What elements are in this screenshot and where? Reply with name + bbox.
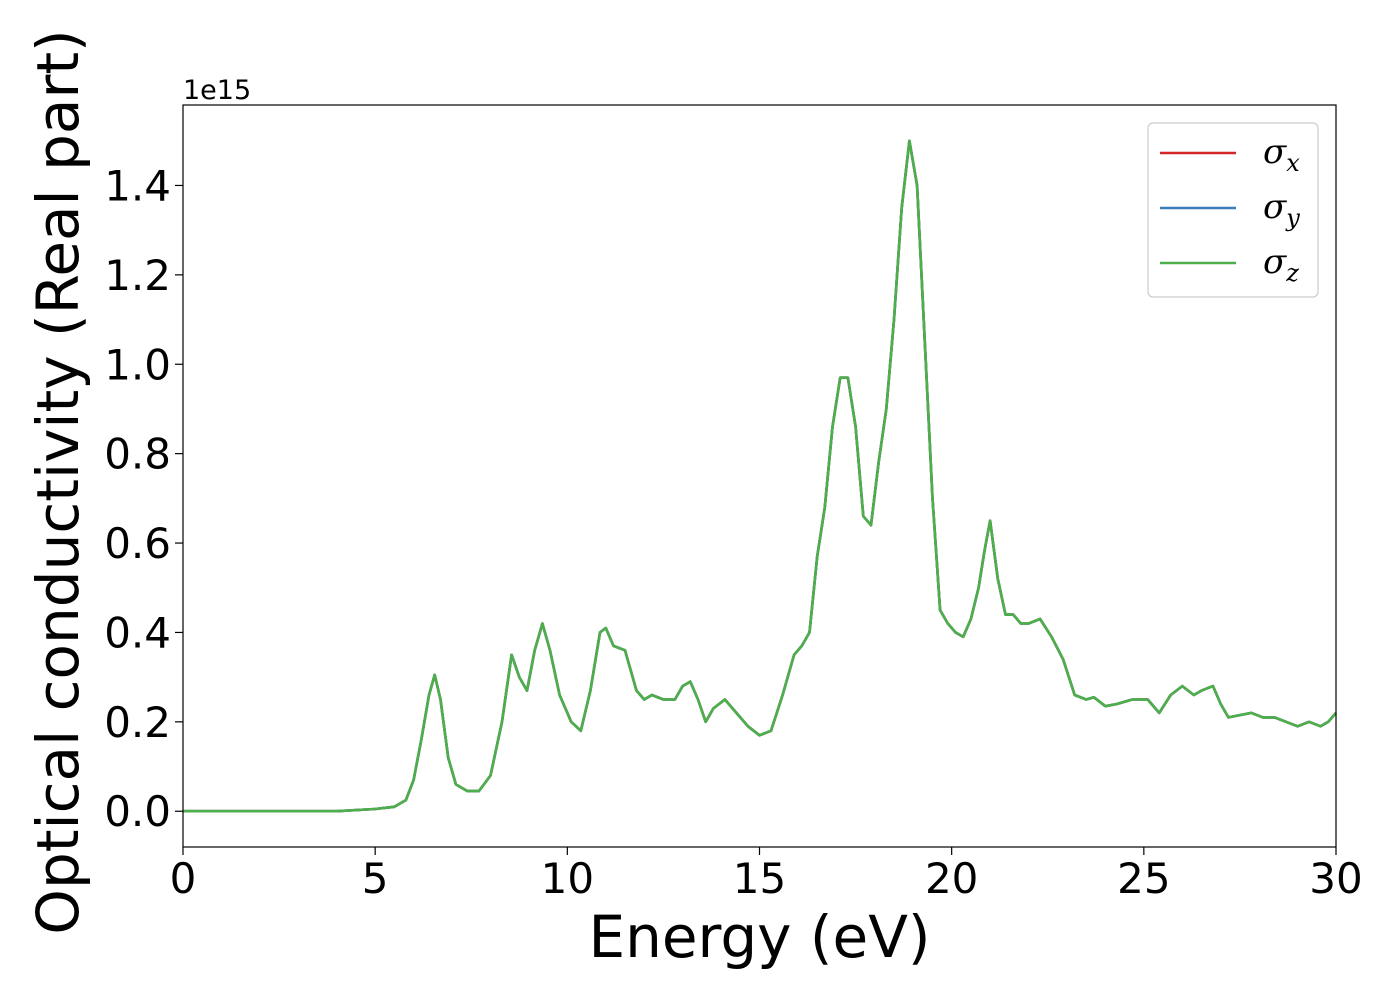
legend-symbol: σ [1263,187,1287,227]
legend-symbol: σ [1263,242,1287,282]
legend-subscript: x [1286,149,1300,177]
x-tick-label: 25 [1117,854,1170,903]
y-tick-label: 1.0 [104,340,171,389]
x-tick-label: 10 [541,854,594,903]
series-layer [183,139,1337,813]
y-offset-label: 1e15 [183,75,251,106]
legend-label: σx [1263,132,1300,177]
y-tick-label: 0.2 [104,698,171,747]
series-line [183,139,1337,813]
x-tick-label: 30 [1309,854,1362,903]
x-tick-label: 20 [925,854,978,903]
y-tick-label: 0.6 [104,519,171,568]
y-tick-label: 0.0 [104,787,171,836]
x-axis-ticks: 0 5 10 15 20 25 30 [170,847,1363,903]
x-tick-label: 15 [733,854,786,903]
legend-subscript: z [1285,259,1299,287]
y-tick-label: 1.4 [104,161,171,210]
legend-subscript: y [1285,204,1300,232]
y-tick-label: 1.2 [104,251,171,300]
y-axis-label: Optical conductivity (Real part) [24,29,92,934]
x-tick-label: 0 [170,854,197,903]
y-axis-ticks: 0.0 0.2 0.4 0.6 0.8 1.0 1.2 1.4 [104,161,183,836]
x-axis-label: Energy (eV) [588,903,930,971]
x-tick-label: 5 [362,854,389,903]
legend-box [1147,122,1319,298]
y-tick-label: 0.4 [104,608,171,657]
legend-label: σy [1263,187,1300,232]
legend-label: σz [1263,242,1299,287]
legend-symbol: σ [1263,132,1287,172]
y-tick-label: 0.8 [104,430,171,479]
